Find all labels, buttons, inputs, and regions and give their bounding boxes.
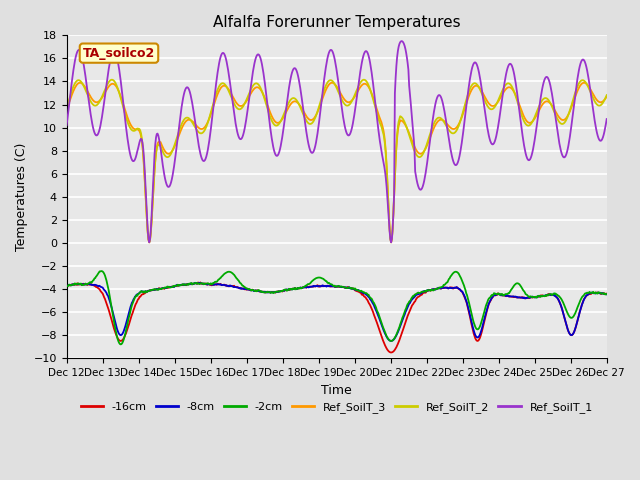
X-axis label: Time: Time bbox=[321, 384, 352, 396]
Legend: -16cm, -8cm, -2cm, Ref_SoilT_3, Ref_SoilT_2, Ref_SoilT_1: -16cm, -8cm, -2cm, Ref_SoilT_3, Ref_Soil… bbox=[76, 397, 597, 417]
Title: Alfalfa Forerunner Temperatures: Alfalfa Forerunner Temperatures bbox=[213, 15, 461, 30]
Text: TA_soilco2: TA_soilco2 bbox=[83, 47, 155, 60]
Y-axis label: Temperatures (C): Temperatures (C) bbox=[15, 143, 28, 251]
